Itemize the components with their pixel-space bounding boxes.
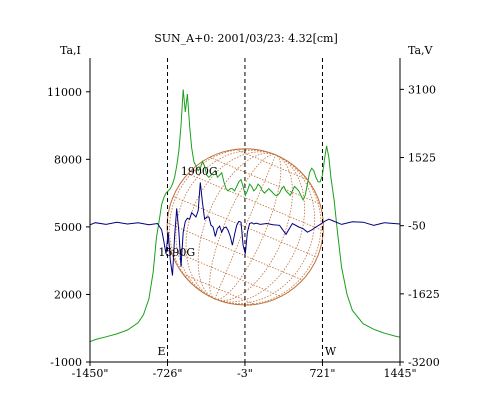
left-tick-label: -1000 [50, 356, 82, 369]
latitude-line [209, 156, 321, 205]
longitude-line [214, 154, 316, 304]
left-tick-label: 8000 [54, 153, 82, 166]
x-tick-label: 1445" [383, 367, 416, 380]
x-tick-label: 721" [309, 367, 335, 380]
latitude-line [182, 273, 256, 305]
chart-title: SUN_A+0: 2001/03/23: 4.32[cm] [154, 32, 338, 45]
series-line-ta-i [89, 89, 401, 343]
longitude-line [168, 148, 276, 300]
series-line-ta-v [89, 182, 401, 276]
right-tick-label: 3100 [408, 83, 436, 96]
longitude-line [197, 152, 276, 300]
tick-labels: -1450" -726" -3" 721" 1445" 11000 8000 5000 2000… [47, 83, 440, 380]
x-tick-label: -3" [237, 367, 253, 380]
latitude-line [187, 173, 324, 232]
right-tick-label: -1625 [408, 288, 440, 301]
x-tick-label: -1450" [72, 367, 109, 380]
annotations: 1900G 1590G [158, 165, 217, 259]
right-tick-label: -50 [408, 220, 426, 233]
left-tick-label: 5000 [54, 221, 82, 234]
marker-label: E [158, 345, 166, 358]
right-tick-label: -3200 [408, 356, 440, 369]
right-axis-label: Ta,V [408, 44, 434, 57]
left-tick-label: 2000 [54, 288, 82, 301]
series-lines [89, 89, 401, 343]
left-axis-label: Ta,I [60, 44, 81, 57]
longitude-line [209, 154, 276, 300]
annotation-label: 1900G [181, 165, 218, 178]
longitude-line [214, 154, 282, 300]
right-tick-label: 1525 [408, 152, 436, 165]
longitude-line [214, 154, 306, 303]
x-tick-label: -726" [153, 367, 183, 380]
left-tick-label: 11000 [47, 86, 82, 99]
marker-label: W [325, 345, 337, 358]
annotation-label: 1590G [158, 246, 195, 259]
longitude-line [214, 154, 322, 306]
longitude-line [185, 151, 276, 300]
longitude-line [175, 149, 276, 300]
